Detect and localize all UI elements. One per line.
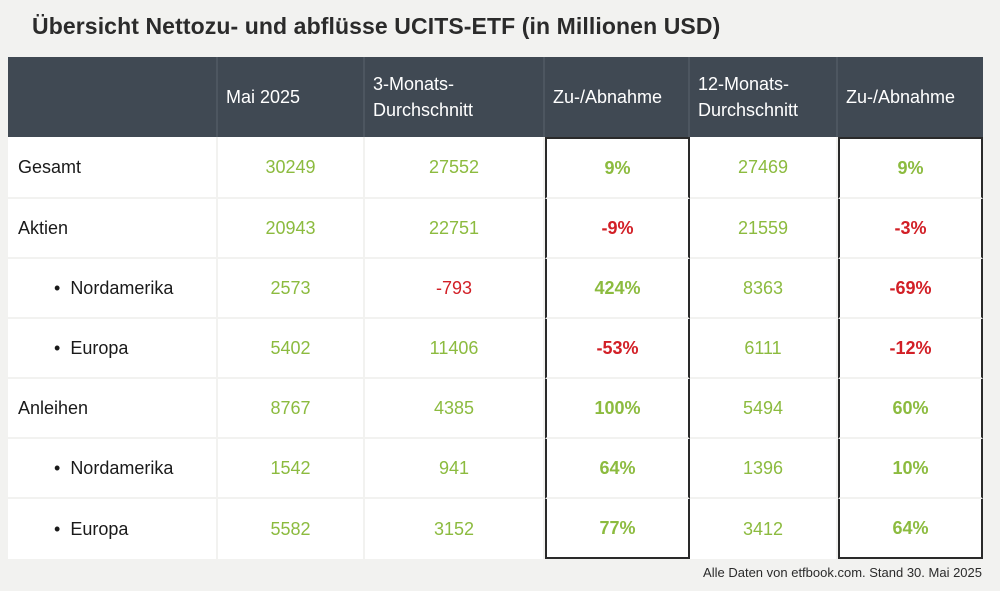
cell-12m-avg: 8363: [690, 259, 838, 319]
row-label: Aktien: [8, 199, 218, 259]
header-12m-line2: Durchschnitt: [698, 100, 799, 120]
header-mai-2025: Mai 2025: [218, 57, 365, 137]
header-3-monats-durchschnitt: 3-Monats- Durchschnitt: [365, 57, 545, 137]
cell-change-3m: 9%: [545, 137, 690, 199]
table-title: Übersicht Nettozu- und abflüsse UCITS-ET…: [32, 13, 721, 39]
row-label: • Nordamerika: [8, 439, 218, 499]
cell-12m-avg: 3412: [690, 499, 838, 559]
row-label-text: Anleihen: [18, 397, 89, 418]
row-label-text: Aktien: [18, 217, 69, 238]
cell-mai-2025: 5402: [218, 319, 365, 379]
header-12m-line1: 12-Monats-: [698, 74, 790, 94]
cell-change-3m: -9%: [545, 199, 690, 259]
table-row: • Nordamerika 2573 -793 424% 8363 -69%: [8, 259, 983, 319]
table-body: Gesamt 30249 27552 9% 27469 9% Aktien 20943 2275…: [8, 137, 983, 559]
source-footnote: Alle Daten von etfbook.com. Stand 30. Ma…: [703, 565, 982, 580]
bullet-icon: •: [54, 518, 61, 539]
cell-change-3m: 100%: [545, 379, 690, 439]
cell-change-3m: 77%: [545, 499, 690, 559]
cell-3m-avg: -793: [365, 259, 545, 319]
cell-12m-avg: 27469: [690, 137, 838, 199]
table-row: Aktien 20943 22751 -9% 21559 -3%: [8, 199, 983, 259]
flows-table-container: Mai 2025 3-Monats- Durchschnitt Zu-/Abna…: [8, 57, 983, 559]
header-3m-line1: 3-Monats-: [373, 74, 455, 94]
flows-table: Mai 2025 3-Monats- Durchschnitt Zu-/Abna…: [8, 57, 983, 559]
cell-3m-avg: 11406: [365, 319, 545, 379]
table-row: Gesamt 30249 27552 9% 27469 9%: [8, 137, 983, 199]
table-row: • Europa 5582 3152 77% 3412 64%: [8, 499, 983, 559]
row-label: • Europa: [8, 499, 218, 559]
row-label-text: Europa: [70, 518, 129, 539]
header-empty: [8, 57, 218, 137]
cell-change-12m: 60%: [838, 379, 983, 439]
cell-mai-2025: 2573: [218, 259, 365, 319]
header-row: Mai 2025 3-Monats- Durchschnitt Zu-/Abna…: [8, 57, 983, 137]
cell-3m-avg: 3152: [365, 499, 545, 559]
cell-change-12m: 9%: [838, 137, 983, 199]
cell-12m-avg: 1396: [690, 439, 838, 499]
cell-12m-avg: 5494: [690, 379, 838, 439]
cell-3m-avg: 27552: [365, 137, 545, 199]
row-label: Anleihen: [8, 379, 218, 439]
row-label: • Nordamerika: [8, 259, 218, 319]
cell-mai-2025: 20943: [218, 199, 365, 259]
cell-change-3m: 64%: [545, 439, 690, 499]
cell-change-3m: 424%: [545, 259, 690, 319]
table-row: Anleihen 8767 4385 100% 5494 60%: [8, 379, 983, 439]
cell-3m-avg: 941: [365, 439, 545, 499]
bullet-icon: •: [54, 457, 61, 478]
table-row: • Europa 5402 11406 -53% 6111 -12%: [8, 319, 983, 379]
cell-mai-2025: 30249: [218, 137, 365, 199]
row-label-text: Nordamerika: [70, 457, 174, 478]
cell-change-12m: -12%: [838, 319, 983, 379]
cell-3m-avg: 22751: [365, 199, 545, 259]
cell-12m-avg: 21559: [690, 199, 838, 259]
bullet-icon: •: [54, 277, 61, 298]
row-label: • Europa: [8, 319, 218, 379]
row-label-text: Europa: [70, 337, 129, 358]
cell-change-12m: 64%: [838, 499, 983, 559]
header-12-monats-durchschnitt: 12-Monats- Durchschnitt: [690, 57, 838, 137]
cell-change-12m: -69%: [838, 259, 983, 319]
header-zu-abnahme-3m: Zu-/Abnahme: [545, 57, 690, 137]
cell-mai-2025: 1542: [218, 439, 365, 499]
header-3m-line2: Durchschnitt: [373, 100, 474, 120]
cell-change-12m: 10%: [838, 439, 983, 499]
cell-change-3m: -53%: [545, 319, 690, 379]
cell-change-12m: -3%: [838, 199, 983, 259]
cell-mai-2025: 8767: [218, 379, 365, 439]
row-label: Gesamt: [8, 137, 218, 199]
bullet-icon: •: [54, 337, 61, 358]
row-label-text: Nordamerika: [70, 277, 174, 298]
table-row: • Nordamerika 1542 941 64% 1396 10%: [8, 439, 983, 499]
cell-mai-2025: 5582: [218, 499, 365, 559]
row-label-text: Gesamt: [18, 156, 82, 177]
cell-3m-avg: 4385: [365, 379, 545, 439]
cell-12m-avg: 6111: [690, 319, 838, 379]
header-zu-abnahme-12m: Zu-/Abnahme: [838, 57, 983, 137]
